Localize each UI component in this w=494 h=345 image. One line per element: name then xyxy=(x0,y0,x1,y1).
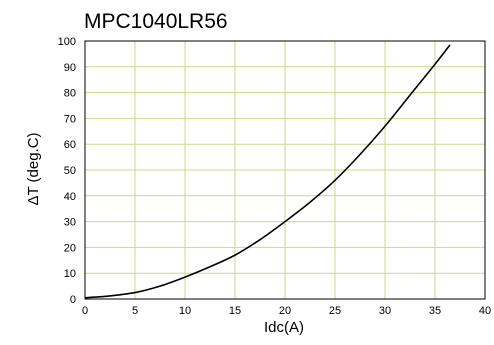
y-tick-label: 40 xyxy=(64,191,76,203)
x-axis-ticks: 0 5 10 15 20 25 30 35 40 xyxy=(82,305,491,317)
series-group xyxy=(84,44,451,299)
y-tick-label: 20 xyxy=(64,242,76,254)
x-tick-label: 40 xyxy=(479,305,491,317)
x-tick-label: 20 xyxy=(279,305,291,317)
grid xyxy=(85,41,485,299)
y-tick-label: 60 xyxy=(64,139,76,151)
y-axis-ticks: 0 10 20 30 40 50 60 70 80 90 100 xyxy=(58,36,76,306)
x-tick-label: 5 xyxy=(132,305,138,317)
x-tick-label: 15 xyxy=(229,305,241,317)
y-tick-label: 100 xyxy=(58,36,76,48)
y-tick-label: 80 xyxy=(64,88,76,100)
y-tick-label: 90 xyxy=(64,62,76,74)
series-line xyxy=(84,44,451,299)
y-axis-label: ΔT (deg.C) xyxy=(25,132,42,205)
y-tick-label: 30 xyxy=(64,217,76,229)
y-tick-label: 50 xyxy=(64,165,76,177)
x-tick-label: 25 xyxy=(329,305,341,317)
y-tick-label: 70 xyxy=(64,113,76,125)
x-tick-label: 10 xyxy=(179,305,191,317)
x-tick-label: 35 xyxy=(429,305,441,317)
x-tick-label: 30 xyxy=(379,305,391,317)
chart-title: MPC1040LR56 xyxy=(84,10,228,33)
plot-frame xyxy=(84,40,486,300)
y-tick-label: 10 xyxy=(64,268,76,280)
x-tick-label: 0 xyxy=(82,305,88,317)
y-tick-label: 0 xyxy=(70,294,76,306)
x-axis-label: Idc(A) xyxy=(264,319,304,336)
